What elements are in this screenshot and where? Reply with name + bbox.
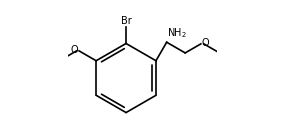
Text: O: O — [71, 45, 78, 55]
Text: O: O — [202, 38, 209, 48]
Text: Br: Br — [121, 16, 131, 26]
Text: NH$_2$: NH$_2$ — [168, 26, 187, 40]
